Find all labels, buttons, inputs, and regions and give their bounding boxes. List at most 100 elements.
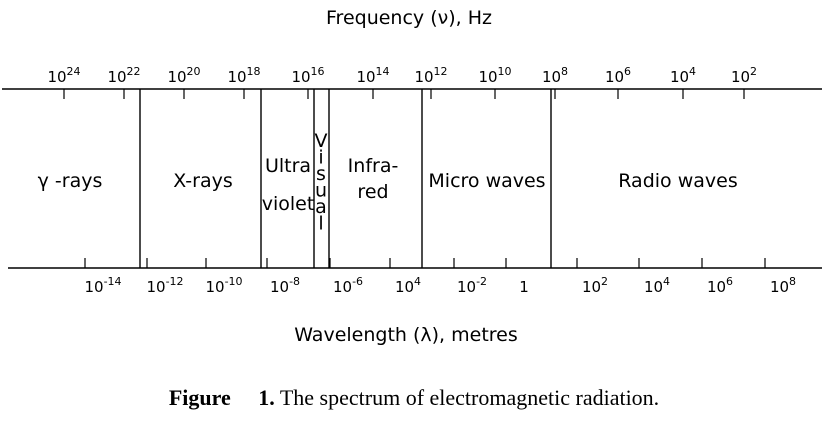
tick-exponent: -10	[225, 275, 243, 288]
wavelength-tick-label: 10-2	[457, 275, 487, 296]
frequency-tick-label: 102	[731, 65, 757, 86]
tick-base: 10	[414, 68, 433, 86]
tick-base: 10	[395, 278, 414, 296]
frequency-axis-title: Frequency (ν), Hz	[326, 7, 492, 29]
tick-base: 10	[605, 68, 624, 86]
frequency-tick-label: 1014	[356, 65, 389, 86]
tick-exponent: 14	[376, 65, 390, 78]
tick-exponent: 6	[624, 65, 631, 78]
tick-base: 1	[519, 278, 529, 296]
wavelength-tick-label: 10-12	[146, 275, 183, 296]
band-label-xray: X-rays	[173, 170, 233, 192]
frequency-tick-label: 108	[542, 65, 568, 86]
tick-exponent: 22	[127, 65, 141, 78]
tick-base: 10	[291, 68, 310, 86]
band-label-line: violet	[262, 193, 315, 215]
wavelength-tick-label: 104	[644, 275, 670, 296]
band-label-line: γ -rays	[38, 170, 103, 192]
tick-base: 10	[457, 278, 476, 296]
tick-base: 10	[582, 278, 601, 296]
wavelength-tick-label: 102	[582, 275, 608, 296]
band-label-line: a	[315, 196, 327, 218]
frequency-tick-label: 1022	[107, 65, 140, 86]
tick-exponent: 2	[601, 275, 608, 288]
em-spectrum-diagram: Frequency (ν), Hz Wavelength (λ), metres 1…	[2, 7, 822, 346]
tick-base: 10	[107, 68, 126, 86]
band-label-line: Infra-	[348, 155, 399, 177]
tick-exponent: -14	[104, 275, 122, 288]
caption-text: The spectrum of electromagnetic radiatio…	[279, 385, 660, 410]
caption-figure-word: Figure	[168, 385, 231, 410]
band-label-radio: Radio waves	[618, 170, 737, 192]
wavelength-tick-label: 104	[395, 275, 421, 296]
tick-exponent: -2	[476, 275, 487, 288]
wavelength-tick-label: 1	[519, 278, 529, 296]
band-label-line: l	[318, 213, 323, 235]
wavelength-tick-label: 10-14	[84, 275, 121, 296]
frequency-tick-label: 106	[605, 65, 631, 86]
band-label-line: Micro waves	[428, 170, 545, 192]
caption-figure-number: 1.	[258, 385, 275, 410]
tick-exponent: 24	[67, 65, 81, 78]
tick-base: 10	[670, 68, 689, 86]
tick-base: 10	[47, 68, 66, 86]
frequency-tick-label: 104	[670, 65, 696, 86]
tick-exponent: -12	[166, 275, 184, 288]
tick-base: 10	[707, 278, 726, 296]
band-label-line: red	[357, 181, 388, 203]
tick-base: 10	[333, 278, 352, 296]
wavelength-tick-label: 10-6	[333, 275, 363, 296]
tick-base: 10	[270, 278, 289, 296]
wavelength-tick-label: 10-8	[270, 275, 300, 296]
wavelength-tick-label: 10-10	[205, 275, 242, 296]
band-label-line: u	[315, 180, 327, 202]
tick-base: 10	[146, 278, 165, 296]
tick-exponent: 2	[750, 65, 757, 78]
band-label-line: Radio waves	[618, 170, 737, 192]
tick-exponent: -8	[289, 275, 300, 288]
tick-base: 10	[205, 278, 224, 296]
tick-exponent: 6	[726, 275, 733, 288]
tick-exponent: 8	[789, 275, 796, 288]
tick-base: 10	[356, 68, 375, 86]
band-label-gamma: γ -rays	[38, 170, 103, 192]
tick-exponent: 10	[498, 65, 512, 78]
tick-base: 10	[478, 68, 497, 86]
tick-exponent: 4	[414, 275, 421, 288]
frequency-tick-label: 1018	[227, 65, 260, 86]
tick-exponent: 4	[663, 275, 670, 288]
band-label-line: V	[315, 130, 328, 152]
tick-exponent: 16	[311, 65, 325, 78]
frequency-tick-label: 1020	[167, 65, 200, 86]
tick-base: 10	[542, 68, 561, 86]
tick-base: 10	[167, 68, 186, 86]
tick-exponent: 4	[689, 65, 696, 78]
frequency-tick-label: 1010	[478, 65, 511, 86]
band-label-line: X-rays	[173, 170, 233, 192]
figure-caption: Figure 1. The spectrum of electromagneti…	[0, 385, 828, 411]
frequency-tick-label: 1024	[47, 65, 80, 86]
band-label-uv: Ultra violet	[262, 155, 315, 215]
tick-base: 10	[770, 278, 789, 296]
frequency-tick-label: 1012	[414, 65, 447, 86]
tick-exponent: -6	[352, 275, 363, 288]
tick-base: 10	[731, 68, 750, 86]
wavelength-tick-label: 106	[707, 275, 733, 296]
tick-exponent: 20	[187, 65, 201, 78]
tick-base: 10	[84, 278, 103, 296]
tick-base: 10	[227, 68, 246, 86]
tick-exponent: 12	[434, 65, 448, 78]
tick-exponent: 8	[561, 65, 568, 78]
band-label-line: s	[316, 163, 326, 185]
band-label-line: Ultra	[265, 155, 311, 177]
wavelength-axis-title: Wavelength (λ), metres	[294, 324, 518, 346]
tick-exponent: 18	[247, 65, 261, 78]
band-label-ir: Infra-red	[348, 155, 399, 203]
band-label-line: i	[318, 147, 323, 169]
tick-base: 10	[644, 278, 663, 296]
band-label-micro: Micro waves	[428, 170, 545, 192]
wavelength-tick-label: 108	[770, 275, 796, 296]
frequency-tick-label: 1016	[291, 65, 324, 86]
